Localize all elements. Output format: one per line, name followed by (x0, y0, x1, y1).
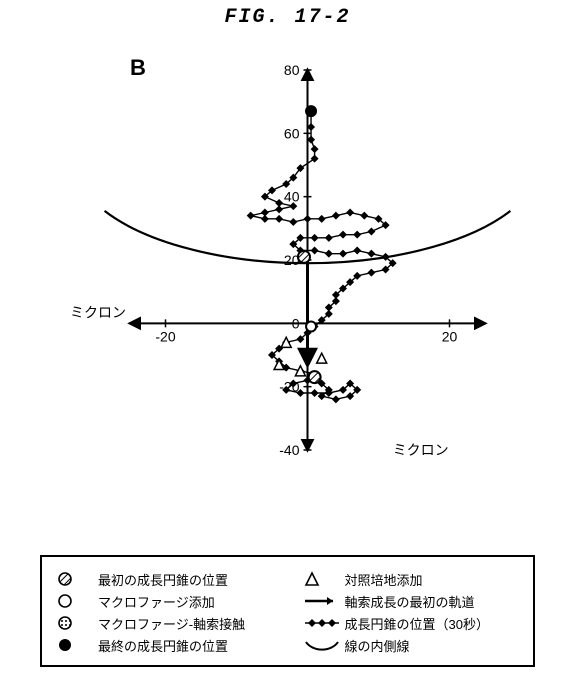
svg-text:40: 40 (284, 189, 300, 205)
legend-symbol (56, 614, 98, 632)
svg-text:20: 20 (284, 252, 300, 268)
legend-symbol (303, 636, 345, 654)
svg-text:80: 80 (284, 62, 300, 78)
legend-text: 軸索成長の最初の軌道 (345, 592, 520, 611)
legend-text: 線の内側線 (345, 636, 520, 655)
legend-symbol (56, 570, 98, 588)
legend-col-2: 対照培地添加軸索成長の最初の軌道成長円錐の位置（30秒） 線の内側線 (303, 567, 520, 657)
legend-symbol (303, 614, 345, 632)
legend-item: 線の内側線 (303, 635, 520, 655)
legend-text: マクロファージ-軸索接触 (98, 614, 273, 633)
legend-text: 最終の成長円錐の位置 (98, 636, 273, 655)
legend-text: 対照培地添加 (345, 570, 520, 589)
svg-text:60: 60 (284, 125, 300, 141)
legend-text: 成長円錐の位置（30秒） (345, 614, 520, 633)
legend-item: 対照培地添加 (303, 569, 520, 589)
svg-text:ミクロン: ミクロン (70, 304, 126, 320)
legend-symbol (303, 592, 345, 610)
chart-svg: -2020-40-20020406080ミクロンミクロン (60, 50, 515, 490)
legend-symbol (303, 570, 345, 588)
legend-symbol (56, 592, 98, 610)
legend-item: 最初の成長円錐の位置 (56, 569, 273, 589)
legend-item: マクロファージ-軸索接触 (56, 613, 273, 633)
svg-text:0: 0 (292, 315, 300, 331)
chart-container: -2020-40-20020406080ミクロンミクロン (60, 50, 515, 490)
svg-text:20: 20 (442, 328, 458, 344)
legend-box: 最初の成長円錐の位置マクロファージ添加マクロファージ-軸索接触最終の成長円錐の位… (40, 555, 535, 667)
legend-item: 最終の成長円錐の位置 (56, 635, 273, 655)
legend-item: 軸索成長の最初の軌道 (303, 591, 520, 611)
legend-text: マクロファージ添加 (98, 592, 273, 611)
figure-title: FIG. 17-2 (0, 6, 575, 29)
legend-text: 最初の成長円錐の位置 (98, 570, 273, 589)
svg-text:-20: -20 (155, 328, 175, 344)
legend-item: マクロファージ添加 (56, 591, 273, 611)
legend-symbol (56, 636, 98, 654)
legend-col-1: 最初の成長円錐の位置マクロファージ添加マクロファージ-軸索接触最終の成長円錐の位… (56, 567, 273, 657)
svg-text:-40: -40 (279, 442, 299, 458)
svg-text:ミクロン: ミクロン (393, 442, 449, 458)
legend-item: 成長円錐の位置（30秒） (303, 613, 520, 633)
